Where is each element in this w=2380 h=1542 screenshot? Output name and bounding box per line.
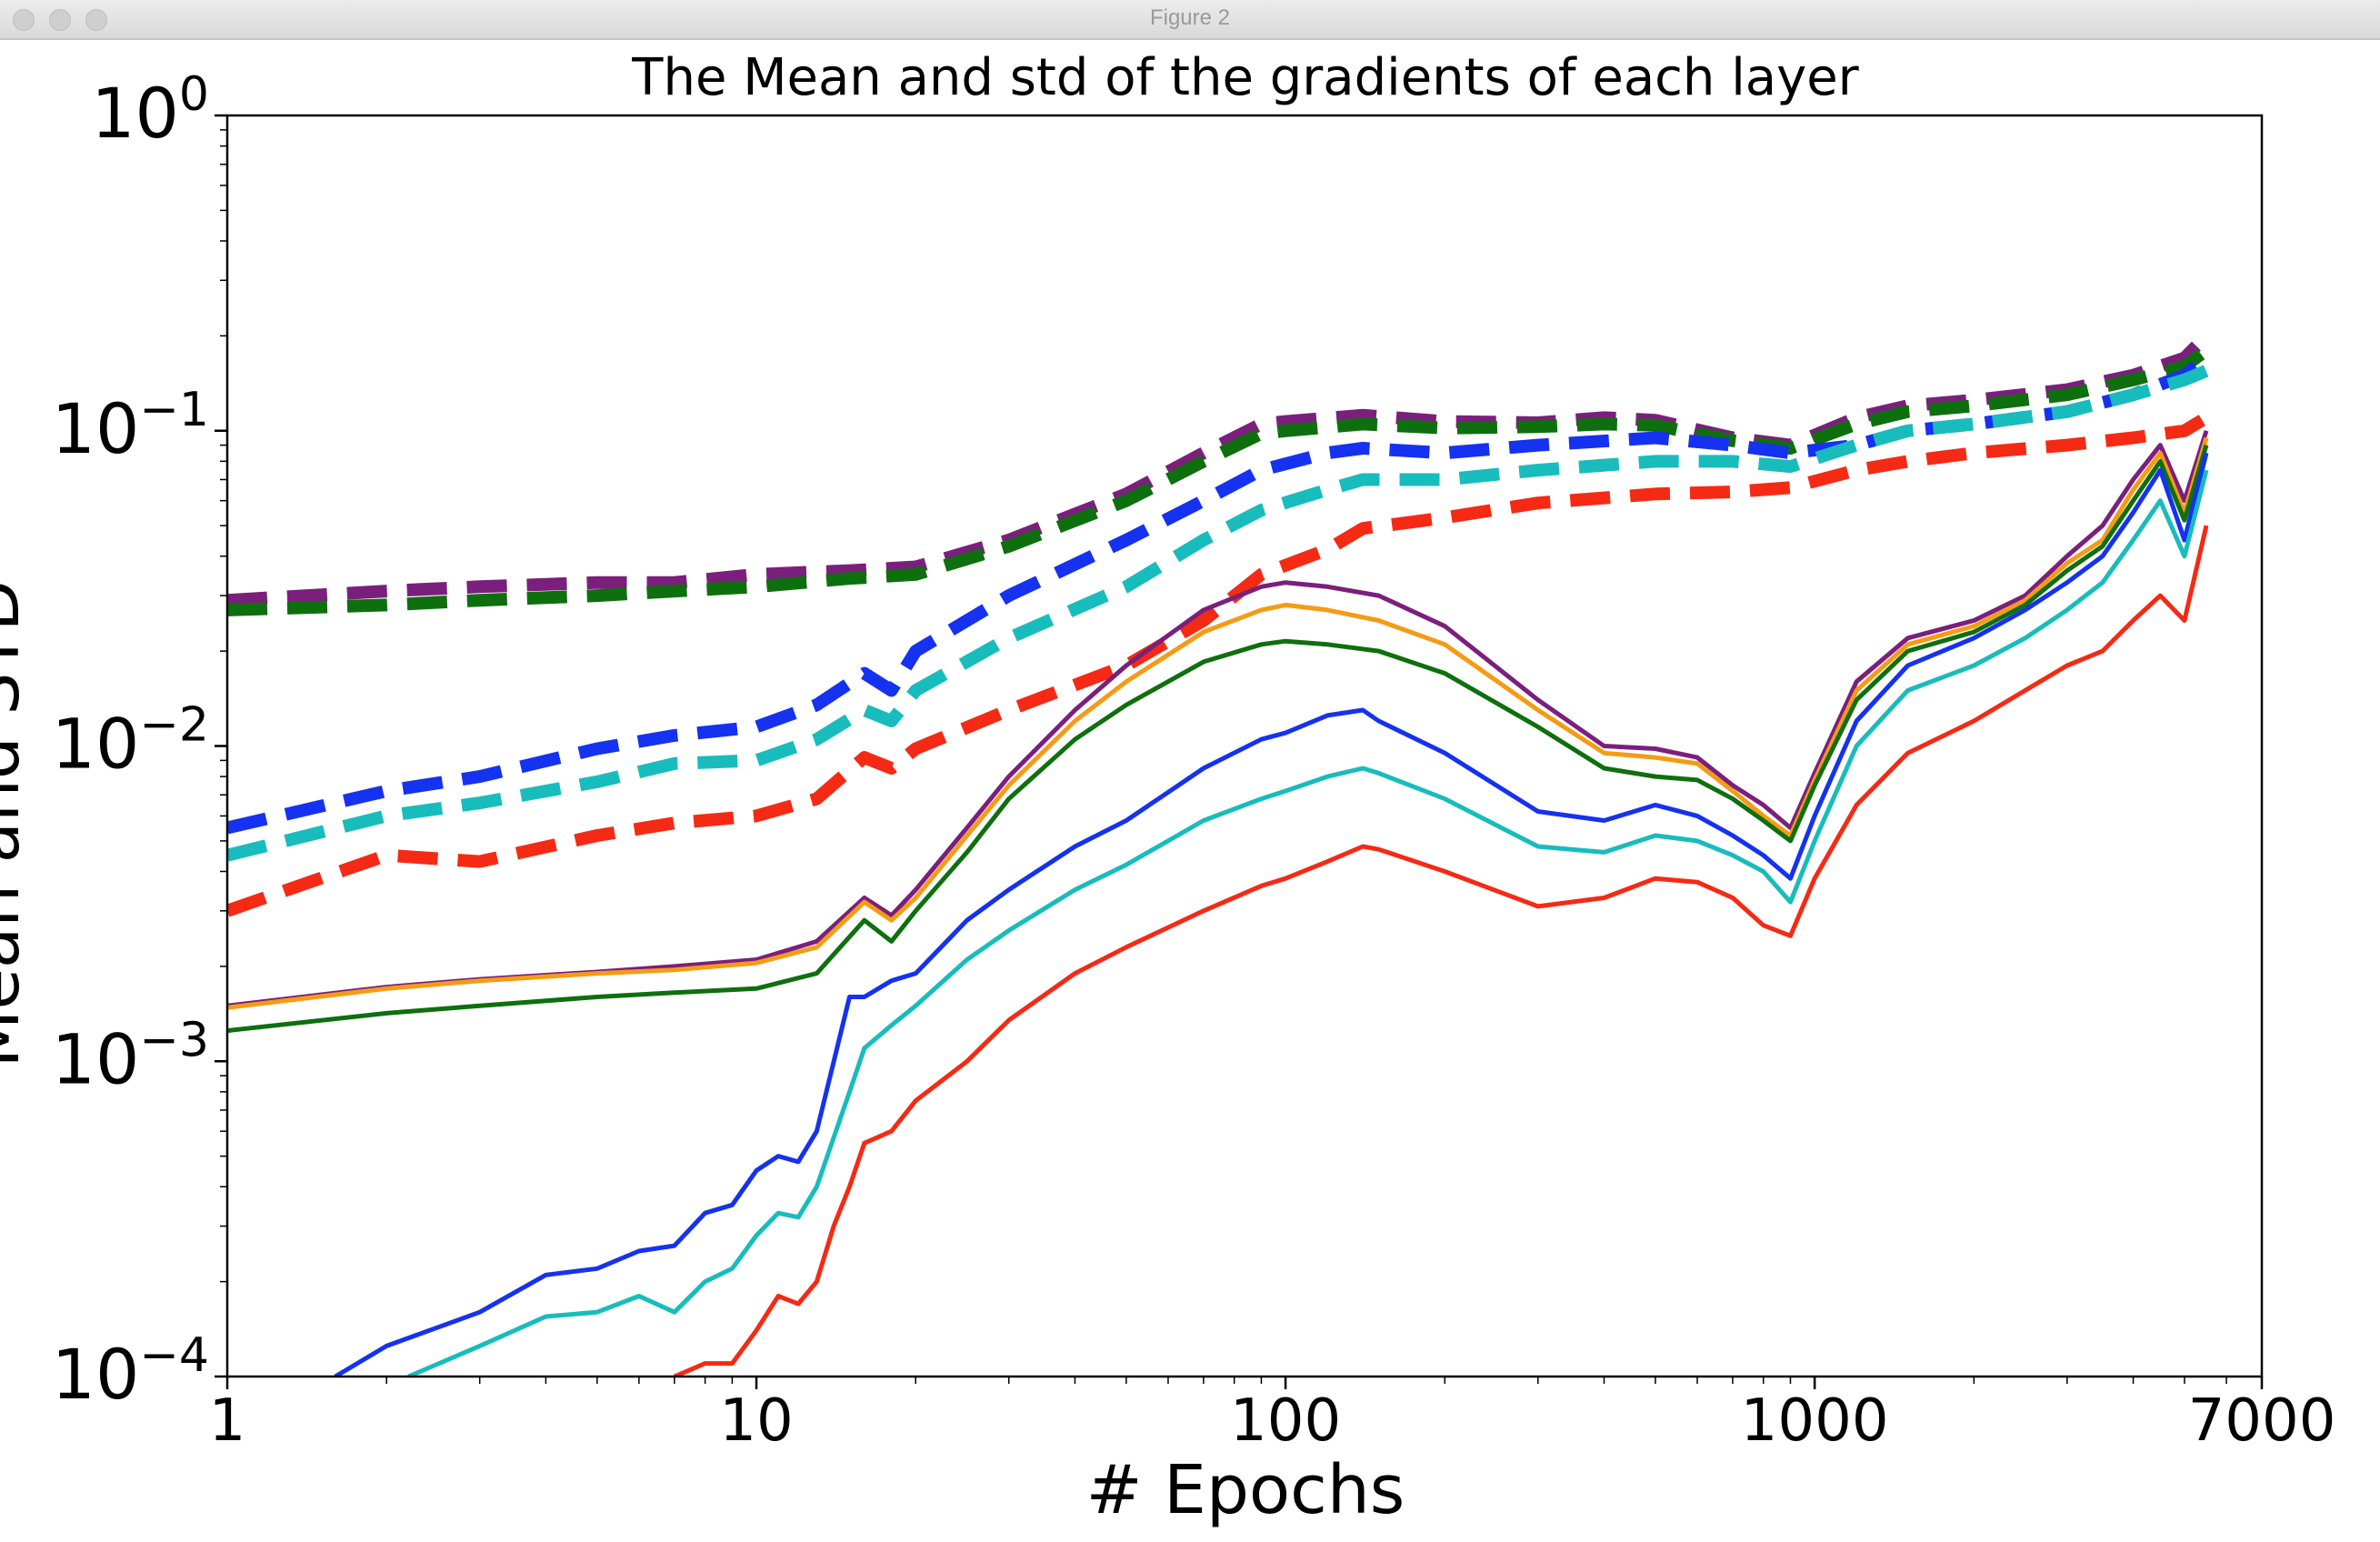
plot-frame: [225, 114, 2264, 1378]
series-line-8-solid: [227, 444, 2209, 1034]
minimize-window-button[interactable]: [49, 9, 71, 31]
x-axis-label: # Epochs: [1086, 1451, 1405, 1529]
series-line-10-solid: [407, 469, 2209, 1377]
figure-canvas: The Mean and std of the gradients of eac…: [0, 48, 2336, 1529]
series-line-9-solid: [334, 452, 2209, 1377]
x-tick-label: 1: [209, 1387, 246, 1455]
chart-title: The Mean and std of the gradients of eac…: [631, 48, 1859, 107]
x-tick-label: 1000: [1741, 1387, 1889, 1455]
series-line-11-solid: [673, 525, 2209, 1377]
series-line-5-dashed: [227, 412, 2210, 917]
series-line-7-solid: [227, 436, 2209, 1010]
window-titlebar: Figure 2: [0, 0, 2380, 40]
series-line-1-dashed: [227, 331, 2211, 607]
zoom-window-button[interactable]: [85, 9, 107, 31]
series-line-4-dashed: [227, 365, 2209, 862]
series-line-2-dashed: [227, 345, 2211, 616]
x-tick-label: 100: [1230, 1387, 1341, 1455]
series-line-6-solid: [227, 430, 2209, 1008]
y-axis-label: Mean and STD: [0, 579, 35, 1067]
y-tick-label: 10−3: [52, 1013, 209, 1099]
window-title: Figure 2: [1149, 5, 1231, 30]
y-tick-label: 10−2: [52, 698, 209, 785]
plot-series: [227, 331, 2211, 1377]
axis-ticks: 1 10 100 1000 7000 100 10−1 10−2 10−3 10−4: [52, 67, 2336, 1455]
x-tick-label: 7000: [2188, 1387, 2336, 1455]
x-tick-label: 10: [719, 1387, 793, 1455]
y-tick-label: 10−1: [52, 383, 209, 469]
close-window-button[interactable]: [13, 9, 35, 31]
y-tick-label: 10−4: [52, 1328, 209, 1415]
y-tick-label: 100: [91, 67, 209, 154]
